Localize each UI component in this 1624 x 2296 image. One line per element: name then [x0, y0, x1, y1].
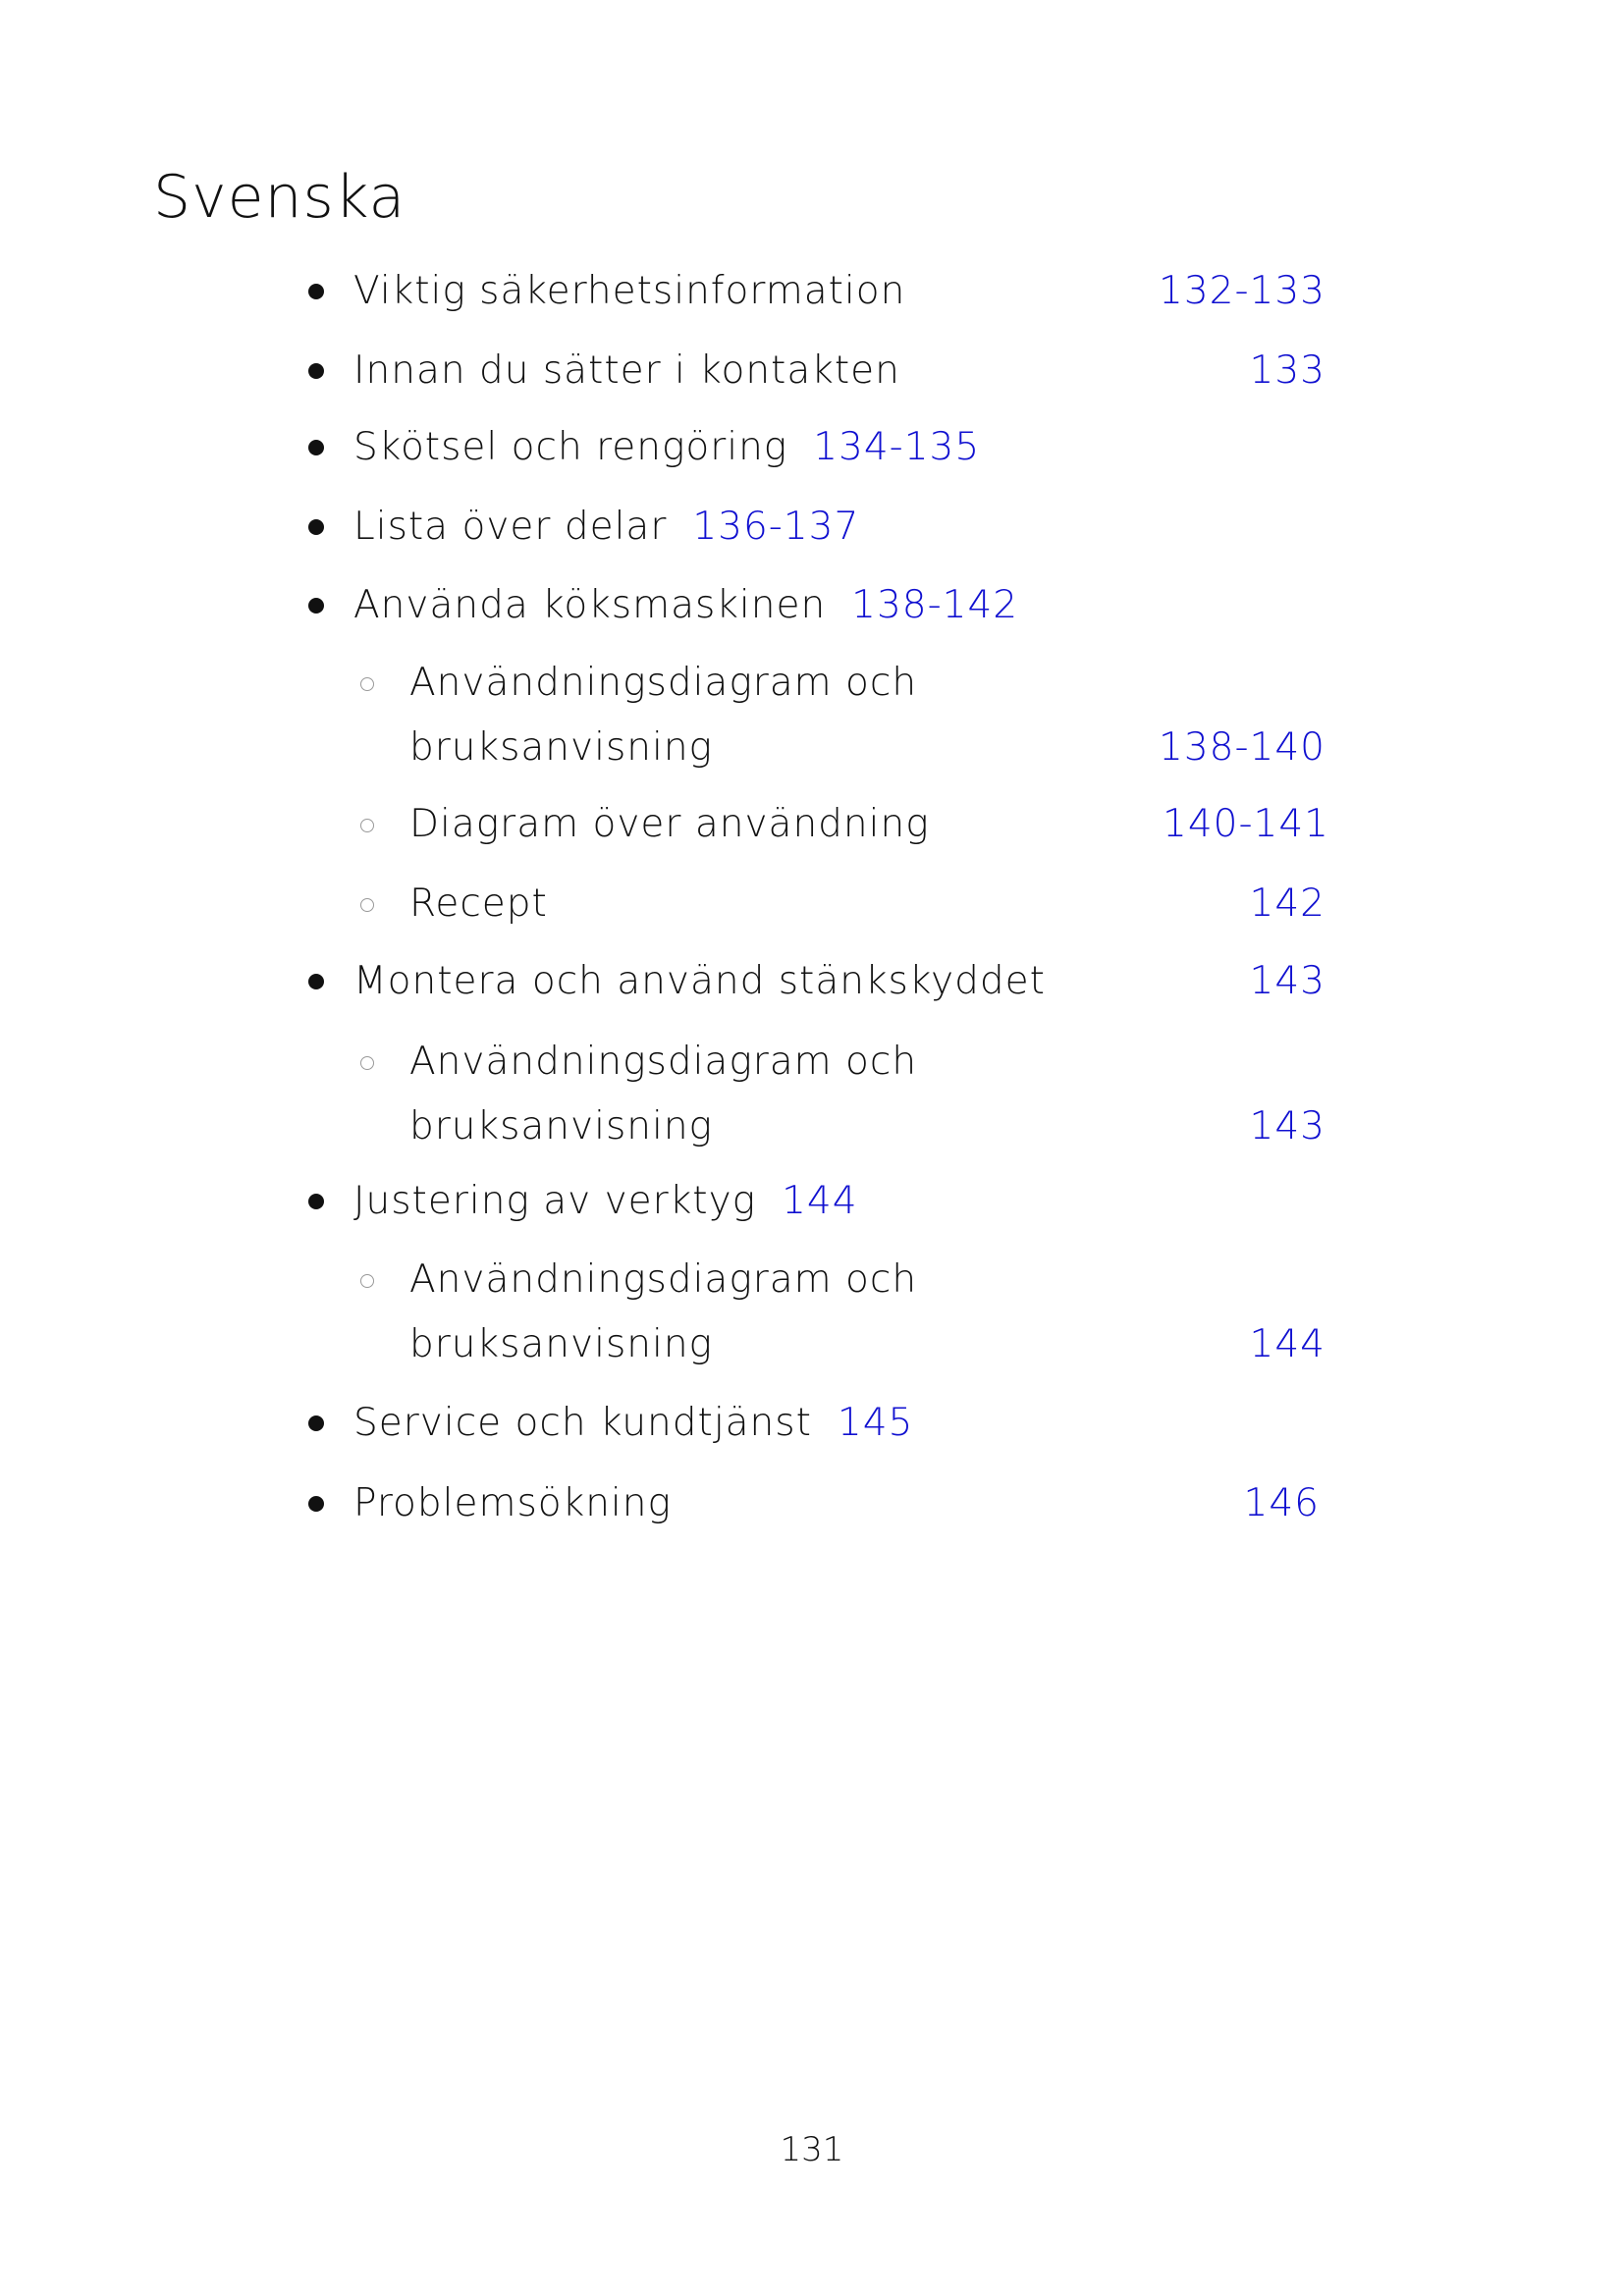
bullet-icon [308, 519, 324, 535]
toc-label: Skötsel och rengöring [353, 425, 788, 469]
toc-page-link[interactable]: 138-142 [851, 583, 1019, 627]
toc-label: Användningsdiagram och [409, 661, 918, 705]
toc-subitem-cont[interactable]: bruksanvisning 143 [0, 1103, 1624, 1150]
toc-page-link[interactable]: 133 [1249, 348, 1326, 393]
toc-page-link[interactable]: 134-135 [813, 425, 981, 469]
toc-label: Problemsökning [353, 1481, 672, 1525]
toc-label: Innan du sätter i kontakten [353, 348, 900, 393]
toc-item[interactable]: Innan du sätter i kontakten 133 [0, 347, 1624, 395]
toc-item[interactable]: Justering av verktyg 144 [0, 1178, 1624, 1225]
section-title: Svenska [153, 163, 406, 232]
bullet-icon [308, 1496, 324, 1512]
toc-label: Viktig säkerhetsinformation [353, 269, 906, 313]
toc-label-cont: bruksanvisning [409, 1104, 713, 1148]
toc-subitem[interactable]: Diagram över användning 140-141 [0, 801, 1624, 848]
toc-label: Montera och använd stänkskyddet [353, 959, 1046, 1003]
toc-label: Användningsdiagram och [409, 1257, 918, 1302]
toc-page-link[interactable]: 140-141 [1163, 802, 1329, 846]
toc-subitem[interactable]: Användningsdiagram och [0, 660, 1624, 707]
toc-subitem-cont[interactable]: bruksanvisning 144 [0, 1321, 1624, 1368]
toc-label: Användningsdiagram och [409, 1040, 918, 1084]
page-number: 131 [780, 2130, 844, 2169]
toc-subitem-cont[interactable]: bruksanvisning 138-140 [0, 724, 1624, 772]
toc-page-link[interactable]: 143 [1249, 1104, 1326, 1148]
hollow-bullet-icon [360, 898, 374, 912]
bullet-icon [308, 284, 324, 299]
bullet-icon [308, 1194, 324, 1209]
toc-page-link[interactable]: 132-133 [1159, 269, 1326, 313]
toc-page-link[interactable]: 144 [782, 1179, 858, 1223]
toc-label: Service och kundtjänst [353, 1401, 812, 1445]
hollow-bullet-icon [360, 819, 374, 832]
toc-page-link[interactable]: 138-140 [1159, 725, 1326, 770]
toc-label: Använda köksmaskinen [353, 583, 827, 627]
toc-label-cont: bruksanvisning [409, 725, 713, 770]
toc-label: Diagram över användning [409, 802, 930, 846]
hollow-bullet-icon [360, 677, 374, 691]
toc-item[interactable]: Problemsökning 146 [0, 1480, 1624, 1527]
toc-item[interactable]: Montera och använd stänkskyddet 143 [0, 958, 1624, 1005]
toc-page-link[interactable]: 145 [837, 1401, 914, 1445]
toc-item[interactable]: Viktig säkerhetsinformation 132-133 [0, 268, 1624, 315]
bullet-icon [308, 363, 324, 379]
toc-page-link[interactable]: 142 [1249, 881, 1326, 926]
toc-page-link[interactable]: 146 [1243, 1481, 1320, 1525]
toc-page-link[interactable]: 136-137 [692, 505, 860, 549]
toc-page-link[interactable]: 144 [1249, 1322, 1326, 1366]
toc-label: Justering av verktyg [353, 1179, 757, 1223]
toc-label-cont: bruksanvisning [409, 1322, 713, 1366]
hollow-bullet-icon [360, 1274, 374, 1288]
toc-label-line: Skötsel och rengöring 134-135 [353, 424, 980, 471]
toc-item[interactable]: Skötsel och rengöring 134-135 [0, 424, 1624, 471]
toc-subitem[interactable]: Användningsdiagram och [0, 1256, 1624, 1304]
toc-label-line: Service och kundtjänst 145 [353, 1400, 913, 1447]
toc-item[interactable]: Lista över delar 136-137 [0, 504, 1624, 551]
toc-label: Recept [409, 881, 548, 926]
bullet-icon [308, 440, 324, 455]
toc-label-line: Lista över delar 136-137 [353, 504, 859, 551]
bullet-icon [308, 1415, 324, 1431]
toc-label-line: Justering av verktyg 144 [353, 1178, 858, 1225]
bullet-icon [308, 598, 324, 614]
bullet-icon [308, 974, 324, 989]
toc-page-link[interactable]: 143 [1249, 959, 1326, 1003]
toc-subitem[interactable]: Användningsdiagram och [0, 1039, 1624, 1086]
toc-item[interactable]: Använda köksmaskinen 138-142 [0, 582, 1624, 629]
hollow-bullet-icon [360, 1056, 374, 1070]
toc-item[interactable]: Service och kundtjänst 145 [0, 1400, 1624, 1447]
toc-label-line: Använda köksmaskinen 138-142 [353, 582, 1018, 629]
toc-label: Lista över delar [353, 505, 668, 549]
toc-subitem[interactable]: Recept 142 [0, 881, 1624, 928]
